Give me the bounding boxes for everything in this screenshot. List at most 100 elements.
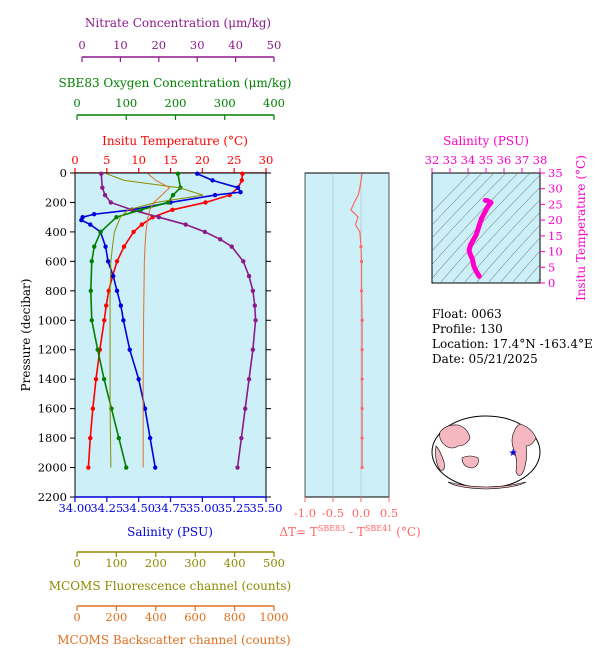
fluorescence-tick-label: 300: [184, 556, 206, 570]
salinity-tick-label: 35.25: [218, 501, 251, 515]
ts-temperature-tick-label: 30: [548, 182, 563, 196]
fluorescence-tick-label: 400: [224, 556, 246, 570]
density-contour: [463, 199, 540, 283]
salinity-point: [103, 244, 108, 249]
salinity-point: [118, 303, 124, 308]
density-contour: [432, 173, 471, 213]
pressure-tick-label: 1600: [38, 402, 67, 416]
salinity-point: [114, 288, 120, 294]
backscatter-tick-label: 200: [105, 610, 127, 624]
ts-temperature-tick-label: 35: [548, 166, 563, 180]
salinity-point: [238, 189, 243, 195]
temperature-tick-label: 15: [163, 153, 178, 167]
ts-salinity-tick-label: 34: [461, 153, 476, 167]
oxygen-axis-title: SBE83 Oxygen Concentration (μm/kg): [59, 76, 292, 90]
temperature-point: [131, 229, 136, 235]
oxygen-profile-line: [89, 173, 182, 468]
salinity-tick-label: 34.75: [154, 501, 187, 515]
backscatter-tick-label: 600: [184, 610, 206, 624]
nitrate-point: [235, 465, 240, 470]
salinity-point: [147, 435, 153, 441]
pressure-tick-label: 1200: [38, 343, 67, 357]
nitrate-point: [99, 171, 104, 176]
nitrate-point: [156, 214, 161, 220]
delta-t-point: [359, 245, 363, 249]
delta-t-line: [350, 173, 364, 470]
temperature-point: [86, 465, 91, 470]
ts-curve: [466, 197, 494, 279]
oxygen-point: [88, 288, 93, 294]
salinity-point: [79, 217, 84, 223]
nitrate-point: [253, 318, 258, 323]
delta-t-point: [360, 348, 364, 352]
fluorescence-axis-title: MCOMS Fluorescence channel (counts): [49, 579, 292, 593]
salinity-point: [88, 222, 93, 227]
nitrate-point: [246, 376, 252, 382]
ts-salinity-tick-label: 33: [443, 153, 458, 167]
temperature-tick-label: 30: [259, 153, 274, 167]
salinity-point: [235, 185, 241, 190]
oxygen-tick-label: 0: [73, 96, 80, 110]
oxygen-point: [124, 465, 129, 470]
nitrate-tick-label: 10: [113, 38, 128, 52]
map-land-asia: [439, 424, 471, 449]
nitrate-point: [102, 192, 108, 198]
density-contour: [535, 278, 540, 283]
oxygen-point: [175, 171, 181, 176]
ts-salinity-axis-title: Salinity (PSU): [443, 134, 529, 148]
temperature-tick-label: 5: [103, 153, 110, 167]
oxygen-tick-label: 300: [214, 96, 236, 110]
delta-t-panel: [304, 172, 390, 498]
delta-t-point: [359, 259, 364, 263]
oxygen-point: [89, 318, 94, 323]
delta-t-tick-label: 0.0: [352, 506, 370, 520]
density-contour: [523, 264, 540, 283]
ts-temperature-tick-label: 20: [548, 213, 563, 227]
density-contour: [432, 173, 507, 252]
fluorescence-axis: MCOMS Fluorescence channel (counts) 0 100…: [49, 551, 292, 593]
oxygen-point: [92, 244, 97, 249]
nitrate-tick-label: 30: [190, 38, 205, 52]
backscatter-profile-line: [142, 173, 171, 468]
salinity-point: [212, 192, 218, 198]
density-contour: [499, 237, 540, 283]
fluorescence-tick-label: 100: [105, 556, 127, 570]
temperature-tick-label: 0: [71, 153, 78, 167]
nitrate-tick-label: 40: [228, 38, 243, 52]
nitrate-point: [100, 185, 105, 190]
temperature-point: [114, 259, 120, 264]
salinity-point: [142, 406, 148, 411]
ts-salinity-tick-label: 35: [479, 153, 494, 167]
temperature-axis-title: Insitu Temperature (°C): [102, 134, 248, 148]
date-text: Date: 05/21/2025: [432, 352, 538, 366]
delta-t-label: ΔT= TSBE83 - TSBE41 (°C): [279, 524, 420, 539]
world-map: ★: [431, 415, 541, 490]
ts-temperature-tick-label: 10: [548, 245, 563, 259]
ts-density-contours: [432, 173, 540, 283]
pressure-tick-label: 400: [45, 225, 67, 239]
nitrate-point: [202, 229, 208, 235]
ts-salinity-tick-label: 32: [425, 153, 440, 167]
nitrate-point: [250, 288, 256, 294]
nitrate-tick-label: 20: [151, 38, 166, 52]
temperature-tick-label: 25: [227, 153, 242, 167]
salinity-point: [127, 347, 132, 352]
nitrate-point: [250, 347, 256, 352]
nitrate-point: [246, 273, 252, 279]
backscatter-tick-label: 0: [73, 610, 80, 624]
salinity-tick-label: 35.00: [186, 501, 219, 515]
float-id-text: Float: 0063: [432, 307, 502, 321]
backscatter-tick-label: 400: [145, 610, 167, 624]
density-contour: [432, 173, 519, 265]
delta-t-point: [360, 436, 364, 440]
profile-number-text: Profile: 130: [432, 322, 503, 336]
ts-salinity-axis: Salinity (PSU) 32 33 34 35 36 37 38: [425, 134, 547, 173]
delta-t-profile-line: [350, 173, 363, 468]
ts-profile-line: [466, 197, 494, 279]
fluorescence-profile-line: [106, 173, 204, 468]
salinity-point: [105, 259, 111, 264]
profile-panel: [74, 172, 267, 498]
oxygen-axis: SBE83 Oxygen Concentration (μm/kg) 0 100 2…: [59, 76, 292, 120]
nitrate-axis: Nitrate Concentration (μm/kg) 0 10 20 30 40 5…: [78, 16, 281, 62]
delta-t-tick-label: -1.0: [294, 506, 316, 520]
